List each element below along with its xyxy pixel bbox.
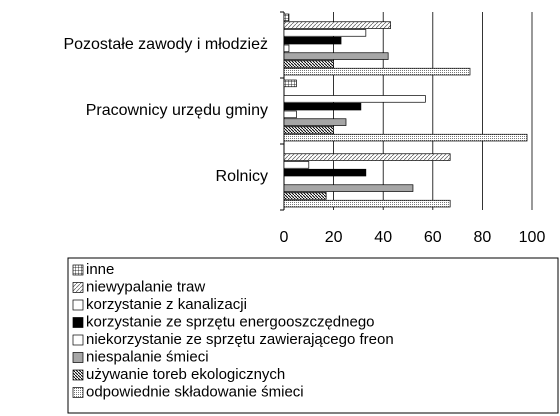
bar <box>283 110 297 119</box>
bar <box>283 199 451 208</box>
legend-box <box>67 257 559 414</box>
bar <box>283 184 414 192</box>
bar <box>283 79 297 88</box>
legend-swatch <box>72 334 84 346</box>
x-tick-label: 100 <box>519 229 546 246</box>
bar <box>283 44 290 53</box>
legend-swatch <box>72 369 84 381</box>
bar <box>283 168 367 177</box>
bar <box>283 153 451 161</box>
bar <box>283 102 362 111</box>
bar <box>283 161 310 169</box>
legend-swatch <box>72 387 84 398</box>
legend-label: korzystanie z kanalizacji <box>86 296 247 313</box>
legend-label: inne <box>86 261 114 278</box>
bar <box>283 29 367 37</box>
legend-label: używanie toreb ekologicznych <box>86 366 285 383</box>
bar <box>283 21 391 29</box>
bar <box>283 192 327 200</box>
x-tick-label: 20 <box>325 229 343 246</box>
y-tick-label: Rolnicy <box>216 168 268 185</box>
y-tick-label: Pracownicy urzędu gminy <box>86 102 268 119</box>
bar <box>283 67 471 76</box>
x-tick-label: 80 <box>474 229 492 246</box>
bar <box>283 13 290 22</box>
bar <box>283 52 389 60</box>
legend-swatch <box>72 317 84 328</box>
legend-label: korzystanie ze sprzętu energooszczędnego <box>86 313 375 330</box>
x-tick-label: 0 <box>280 229 289 246</box>
legend-swatch <box>72 264 84 276</box>
x-tick-label: 60 <box>424 229 442 246</box>
bar <box>283 36 342 45</box>
bar <box>283 126 334 134</box>
legend-swatch <box>72 282 84 293</box>
legend-label: niekorzystanie ze sprzętu zawierającego … <box>86 331 394 348</box>
legend-swatch <box>72 352 84 363</box>
x-tick-label: 40 <box>374 229 392 246</box>
bar <box>283 133 528 142</box>
y-tick-label: Pozostałe zawody i młodzież <box>63 36 268 53</box>
bar <box>283 60 334 68</box>
legend-swatch <box>72 299 84 311</box>
legend-label: niespalanie śmieci <box>86 348 209 365</box>
bar <box>283 118 347 126</box>
bar <box>283 95 426 103</box>
legend-label: niewypalanie traw <box>86 278 205 295</box>
legend-label: odpowiednie składowanie śmieci <box>86 383 304 400</box>
